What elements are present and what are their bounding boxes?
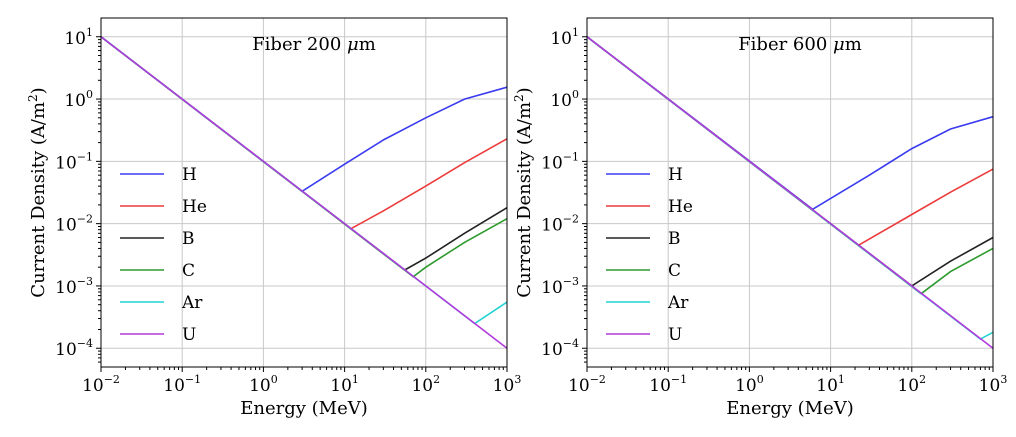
x-axis-label: Energy (MeV) (726, 398, 854, 419)
chart-title: Fiber 600 μm (738, 34, 862, 55)
legend-label-ar: Ar (667, 293, 689, 313)
series-line-h (100, 36, 508, 193)
series-line-he (586, 36, 994, 247)
legend-label-ar: Ar (181, 293, 203, 313)
legend-label-b: B (182, 229, 195, 249)
x-tick-label: 102 (897, 373, 926, 396)
x-tick-label: 102 (411, 373, 440, 396)
y-tick-label: 10−4 (541, 337, 579, 360)
y-tick-label: 101 (64, 26, 93, 49)
legend-label-he: He (182, 197, 207, 217)
legend-label-c: C (182, 261, 195, 281)
y-tick-label: 10−2 (541, 213, 579, 236)
legend: H He BC Ar U (120, 165, 207, 345)
grid-lines (586, 18, 994, 367)
x-tick-label: 10−1 (163, 373, 201, 396)
series-line-h (586, 36, 994, 211)
y-tick-label: 10−3 (55, 275, 93, 298)
legend-label-h: H (668, 165, 683, 185)
y-tick-label: 100 (550, 88, 579, 111)
legend: H He BC Ar U (606, 165, 693, 345)
series-line-b (100, 36, 508, 271)
series-line-ar (100, 36, 508, 325)
y-tick-label: 10−2 (55, 213, 93, 236)
series-line-u (100, 36, 508, 349)
chart-panel-1: 10−2 10−1 100 101 102 103 10−4 10−3 10−2 10−1 100 1… (26, 17, 522, 419)
y-tick-label: 10−1 (541, 150, 579, 173)
series-line-he (100, 36, 508, 230)
x-tick-label: 100 (735, 373, 764, 396)
legend-label-u: U (668, 325, 682, 345)
x-tick-label: 10−2 (568, 373, 606, 396)
x-axis-label: Energy (MeV) (240, 398, 368, 419)
x-tick-label: 10−2 (82, 373, 120, 396)
y-axis-label: Current Density (A/m2) (512, 87, 535, 297)
legend-label-u: U (182, 325, 196, 345)
chart-title: Fiber 200 μm (252, 34, 376, 55)
minor-ticks (98, 39, 504, 370)
chart-panel-2: 10−2 10−1 100 101 102 103 10−4 10−3 10−2 10−1 100 1… (512, 17, 1008, 419)
x-tick-label: 103 (493, 373, 522, 396)
y-tick-label: 10−4 (55, 337, 93, 360)
y-tick-label: 101 (550, 26, 579, 49)
y-tick-label: 100 (64, 88, 93, 111)
x-tick-label: 10−1 (649, 373, 687, 396)
x-tick-label: 101 (816, 373, 845, 396)
plot-frame (100, 17, 508, 368)
series-line-c (586, 36, 994, 295)
y-tick-label: 10−3 (541, 275, 579, 298)
y-axis-label: Current Density (A/m2) (26, 87, 49, 297)
x-tick-label: 100 (249, 373, 278, 396)
legend-label-h: H (182, 165, 197, 185)
series-line-c (100, 36, 508, 278)
y-tick-label: 10−1 (55, 150, 93, 173)
legend-label-c: C (668, 261, 681, 281)
legend-label-he: He (668, 197, 693, 217)
legend-label-b: B (668, 229, 681, 249)
series-line-ar (586, 36, 994, 341)
x-tick-label: 101 (330, 373, 359, 396)
series-line-u (586, 36, 994, 349)
x-tick-label: 103 (979, 373, 1008, 396)
plot-frame (586, 17, 994, 368)
